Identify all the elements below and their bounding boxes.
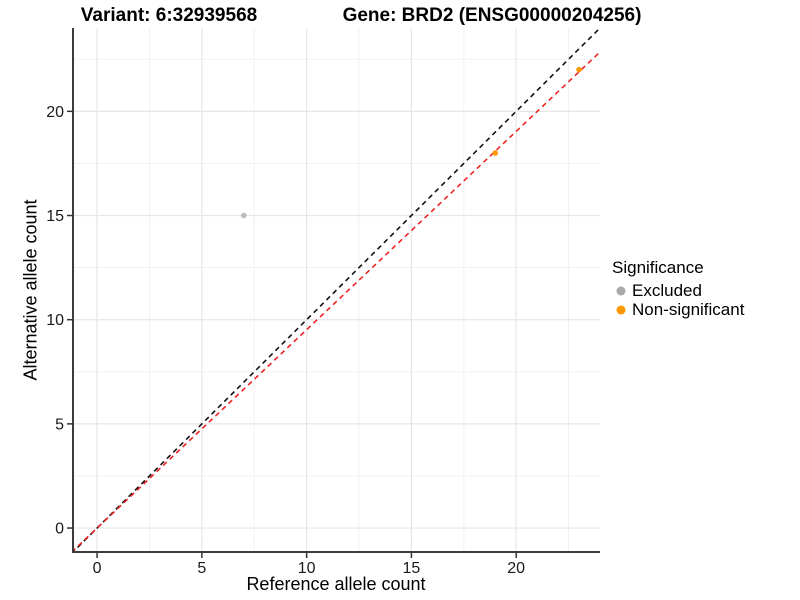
x-axis-title: Reference allele count	[246, 574, 426, 594]
legend-item-label: Excluded	[632, 280, 702, 300]
identity-line	[73, 28, 600, 552]
legend-key-dot	[612, 282, 630, 300]
y-tick-label: 5	[55, 416, 64, 433]
legend-key-dot	[612, 301, 630, 319]
legend-item-non-significant: Non-significant	[612, 300, 744, 319]
y-tick-label: 20	[46, 104, 64, 121]
data-point-excluded	[240, 212, 247, 219]
variant-title: Variant: 6:32939568	[80, 5, 258, 26]
x-tick-label: 5	[197, 560, 206, 577]
legend-item-excluded: Excluded	[612, 281, 744, 300]
y-tick-label: 15	[46, 208, 64, 225]
legend-dot-icon	[616, 286, 626, 295]
y-axis-title: Alternative allele count	[20, 199, 41, 381]
y-tick-label: 10	[46, 312, 64, 329]
legend: Significance Excluded Non-significant	[612, 258, 744, 319]
legend-item-label: Non-significant	[632, 299, 745, 319]
x-tick-label: 20	[507, 560, 525, 577]
legend-items: Excluded Non-significant	[612, 281, 744, 319]
x-tick-label: 10	[298, 560, 316, 577]
fit-line	[73, 50, 600, 552]
data-point-non-significant	[576, 66, 582, 73]
legend-dot-icon	[616, 305, 626, 314]
x-tick-label: 15	[403, 560, 421, 577]
gene-title: Gene: BRD2 (ENSG00000204256)	[342, 5, 642, 26]
legend-title: Significance	[612, 258, 704, 277]
data-point-non-significant	[492, 150, 499, 156]
x-tick-label: 0	[93, 560, 102, 577]
y-tick-label: 0	[55, 521, 64, 538]
